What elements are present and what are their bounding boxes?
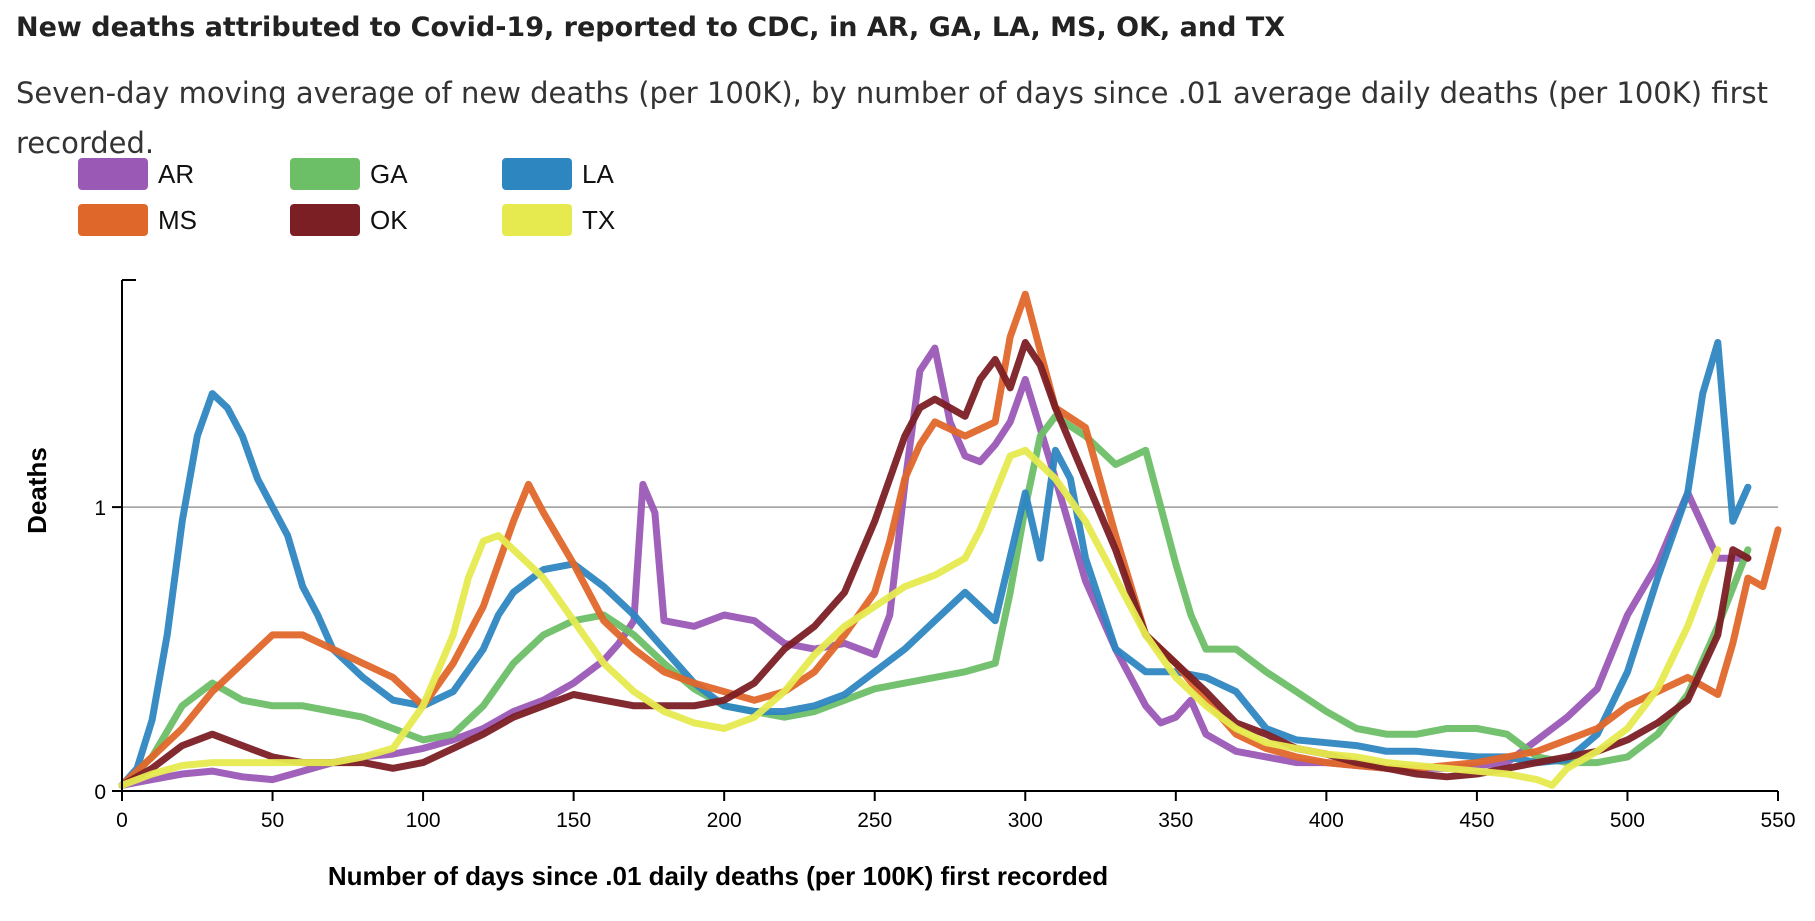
legend-item-ok: OK: [290, 204, 502, 236]
legend-swatch-la: [502, 158, 572, 190]
y-tick-label-1: 1: [94, 497, 106, 520]
series-line-ms: [118, 290, 1782, 789]
y-tick-label-0: 0: [94, 781, 106, 804]
legend-label-ms: MS: [158, 204, 197, 235]
x-tick-label-550: 550: [1760, 809, 1795, 832]
x-tick-label-150: 150: [556, 809, 591, 832]
legend-label-la: LA: [582, 158, 614, 189]
x-tick-label-450: 450: [1459, 809, 1494, 832]
legend: AR GA LA MS OK TX: [78, 158, 718, 236]
legend-label-ga: GA: [370, 158, 408, 189]
legend-label-ar: AR: [158, 158, 195, 189]
legend-item-ar: AR: [78, 158, 290, 190]
legend-swatch-tx: [502, 204, 572, 236]
legend-item-la: LA: [502, 158, 714, 190]
series-line-tx: [118, 446, 1722, 789]
x-tick-label-200: 200: [707, 809, 742, 832]
legend-swatch-ok: [290, 204, 360, 236]
legend-label-ok: OK: [370, 204, 408, 235]
legend-swatch-ga: [290, 158, 360, 190]
chart-subtitle: Seven-day moving average of new deaths (…: [16, 76, 1768, 160]
x-axis-label: Number of days since .01 daily deaths (p…: [328, 861, 1108, 891]
y-axis-label: Deaths: [22, 447, 52, 534]
legend-label-tx: TX: [582, 204, 616, 235]
series-line-ga: [118, 412, 1752, 789]
x-tick-label-50: 50: [261, 809, 284, 832]
x-tick-label-250: 250: [857, 809, 892, 832]
chart-title: New deaths attributed to Covid-19, repor…: [16, 12, 1286, 43]
x-tick-label-100: 100: [406, 809, 441, 832]
series-line-la: [118, 339, 1752, 789]
legend-swatch-ar: [78, 158, 148, 190]
legend-item-ms: MS: [78, 204, 290, 236]
legend-item-ga: GA: [290, 158, 502, 190]
x-tick-label-0: 0: [116, 809, 128, 832]
x-tick-label-400: 400: [1309, 809, 1344, 832]
legend-item-tx: TX: [502, 204, 714, 236]
x-tick-label-350: 350: [1158, 809, 1193, 832]
x-tick-label-500: 500: [1610, 809, 1645, 832]
x-tick-label-300: 300: [1008, 809, 1043, 832]
legend-swatch-ms: [78, 204, 148, 236]
